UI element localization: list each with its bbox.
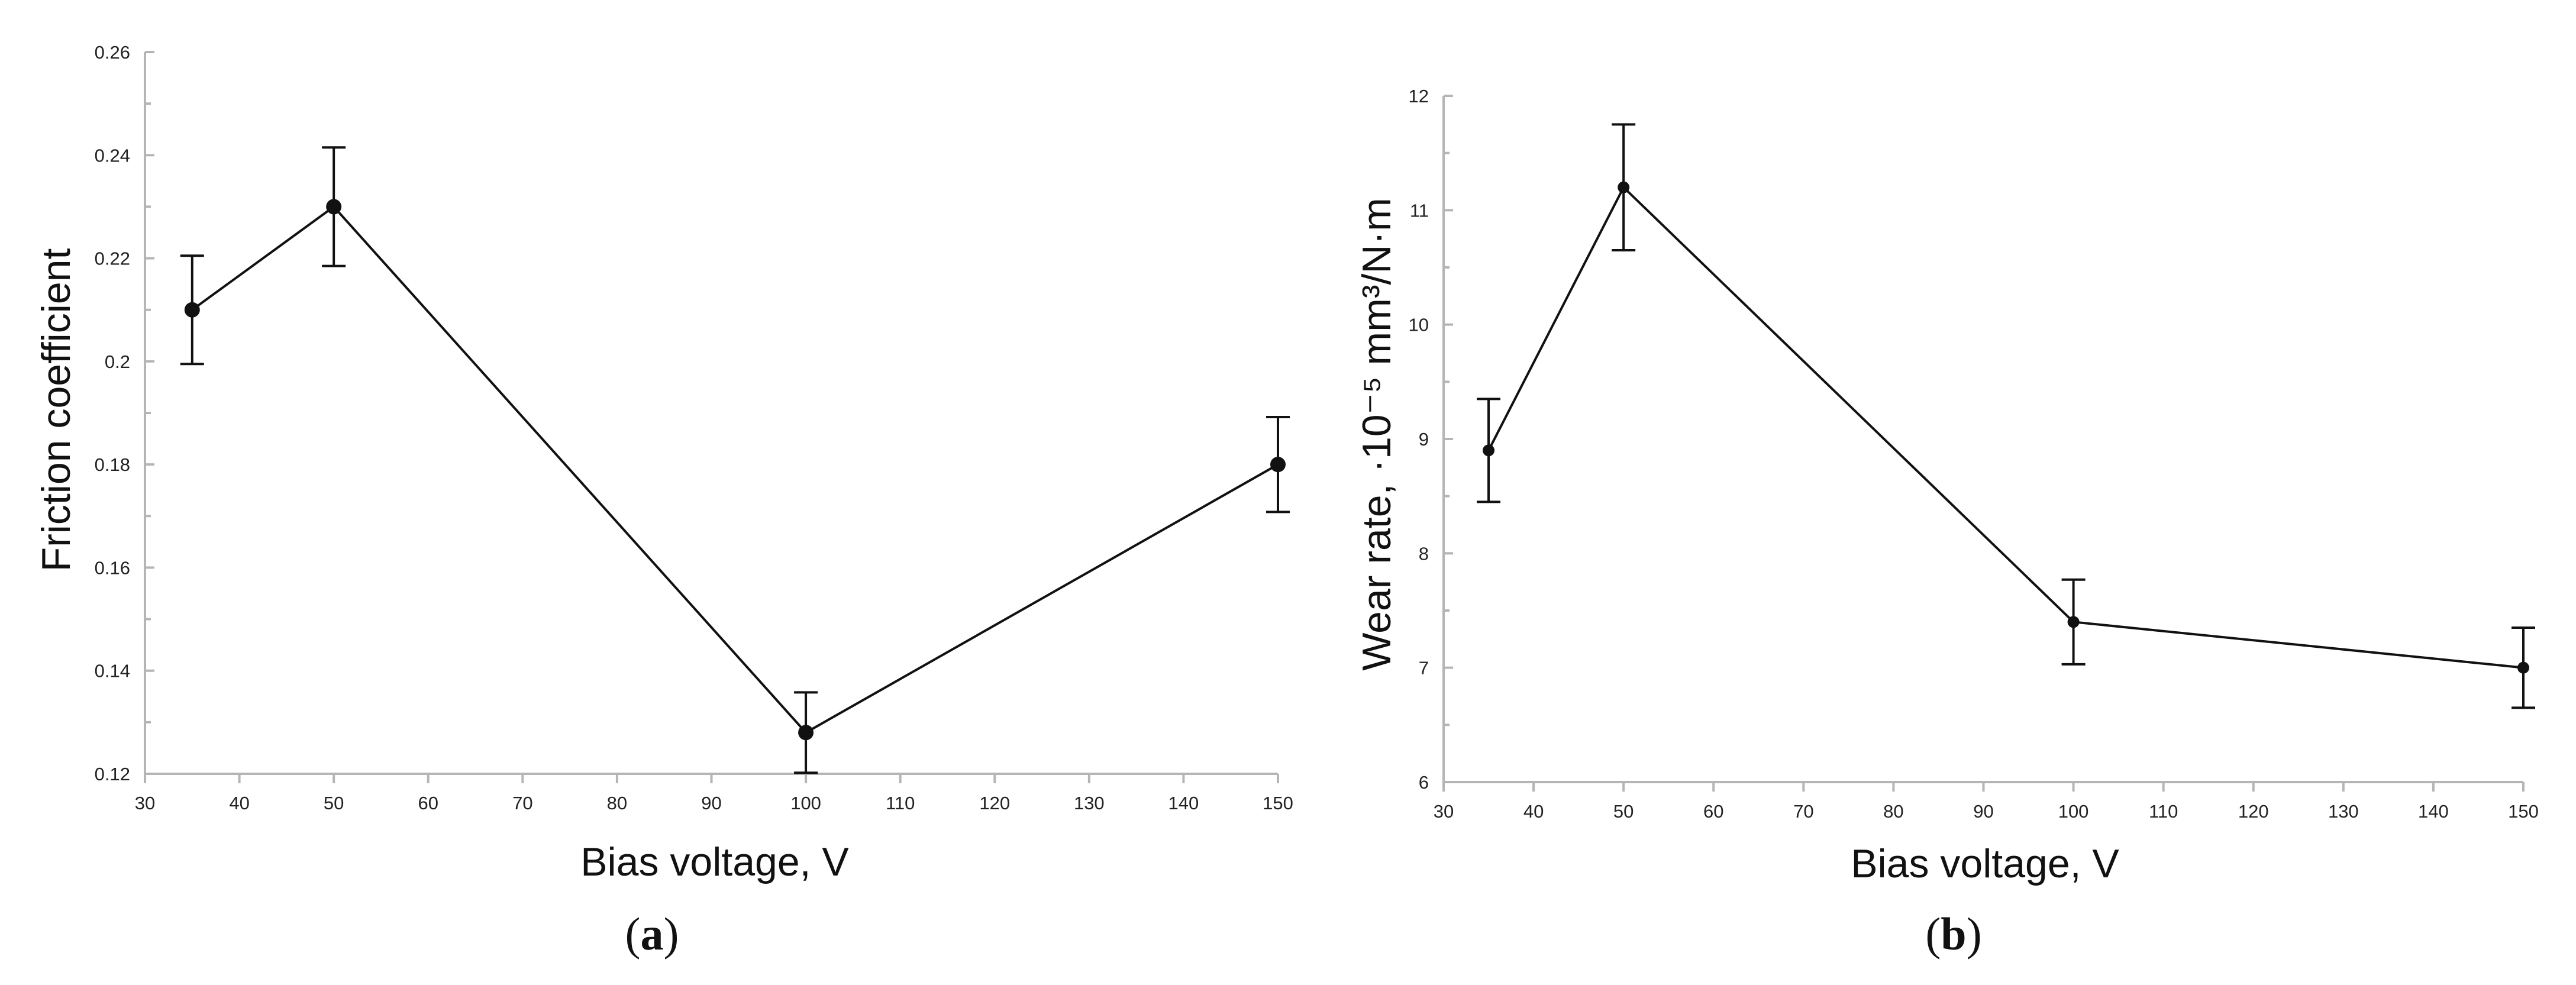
x-tick-label-a: 40 — [229, 793, 249, 813]
x-tick-label-b: 60 — [1703, 801, 1723, 822]
data-point-b — [2517, 661, 2529, 674]
y-tick-label-a: 0.26 — [95, 42, 130, 63]
y-tick-label-b: 7 — [1419, 658, 1429, 679]
y-tick-label-b: 6 — [1419, 772, 1429, 793]
x-tick-label-b: 140 — [2418, 801, 2449, 822]
x-tick-label-a: 60 — [418, 793, 438, 813]
y-tick-label-a: 0.12 — [95, 764, 130, 784]
x-tick-label-a: 120 — [979, 793, 1010, 813]
x-axis-title-a: Bias voltage, V — [580, 839, 849, 884]
x-tick-label-b: 100 — [2058, 801, 2089, 822]
x-tick-label-a: 110 — [886, 793, 915, 813]
panel-letter-a: a — [641, 908, 664, 960]
x-tick-label-b: 40 — [1523, 801, 1544, 822]
x-axis-title-b: Bias voltage, V — [1851, 841, 2119, 886]
y-tick-label-a: 0.22 — [95, 248, 130, 269]
y-tick-label-b: 8 — [1419, 543, 1429, 564]
x-tick-label-a: 30 — [135, 793, 155, 813]
x-tick-label-a: 50 — [324, 793, 344, 813]
x-tick-label-b: 150 — [2508, 801, 2539, 822]
y-axis-title-a: Friction coefficient — [34, 248, 79, 572]
chart-panel-b: Wear rate, ·10⁻⁵ mm³/N·m Bias voltage, V… — [1354, 86, 2539, 960]
x-tick-label-b: 50 — [1613, 801, 1634, 822]
x-tick-label-b: 70 — [1793, 801, 1813, 822]
data-point-b — [2067, 616, 2080, 628]
panel-label-a: (a) — [625, 908, 679, 960]
y-tick-label-b: 10 — [1409, 315, 1429, 335]
data-point-b — [1483, 444, 1495, 457]
y-tick-label-a: 0.16 — [95, 557, 130, 578]
x-tick-label-a: 140 — [1168, 793, 1199, 813]
y-tick-label-a: 0.24 — [95, 145, 130, 166]
x-tick-label-a: 70 — [512, 793, 532, 813]
chart-panel-a: Friction coefficient Bias voltage, V (a)… — [34, 42, 1293, 960]
x-tick-label-a: 150 — [1263, 793, 1293, 813]
y-tick-label-a: 0.2 — [105, 351, 130, 372]
x-tick-label-a: 80 — [607, 793, 627, 813]
x-tick-label-b: 90 — [1973, 801, 1993, 822]
data-point-a — [1270, 457, 1286, 473]
y-tick-label-b: 11 — [1410, 200, 1429, 221]
x-tick-label-b: 80 — [1883, 801, 1903, 822]
panel-label-b: (b) — [1925, 908, 1981, 960]
y-tick-label-a: 0.14 — [95, 661, 130, 682]
data-point-a — [798, 725, 814, 741]
data-point-a — [326, 199, 342, 215]
y-tick-label-a: 0.18 — [95, 454, 130, 475]
x-tick-label-b: 30 — [1434, 801, 1454, 822]
data-point-a — [184, 302, 200, 318]
x-tick-label-b: 120 — [2238, 801, 2269, 822]
data-point-b — [1618, 181, 1630, 193]
y-axis-title-b: Wear rate, ·10⁻⁵ mm³/N·m — [1354, 198, 1399, 671]
panel-letter-b: b — [1941, 908, 1966, 960]
series-line-b — [1487, 185, 2524, 669]
x-tick-label-b: 130 — [2328, 801, 2359, 822]
x-tick-label-a: 90 — [701, 793, 721, 813]
x-tick-label-b: 110 — [2149, 801, 2178, 822]
x-tick-label-a: 130 — [1074, 793, 1105, 813]
series-line-a — [191, 205, 1279, 734]
y-tick-label-b: 9 — [1419, 429, 1429, 450]
x-tick-label-a: 100 — [790, 793, 821, 813]
y-tick-label-b: 12 — [1409, 86, 1429, 106]
